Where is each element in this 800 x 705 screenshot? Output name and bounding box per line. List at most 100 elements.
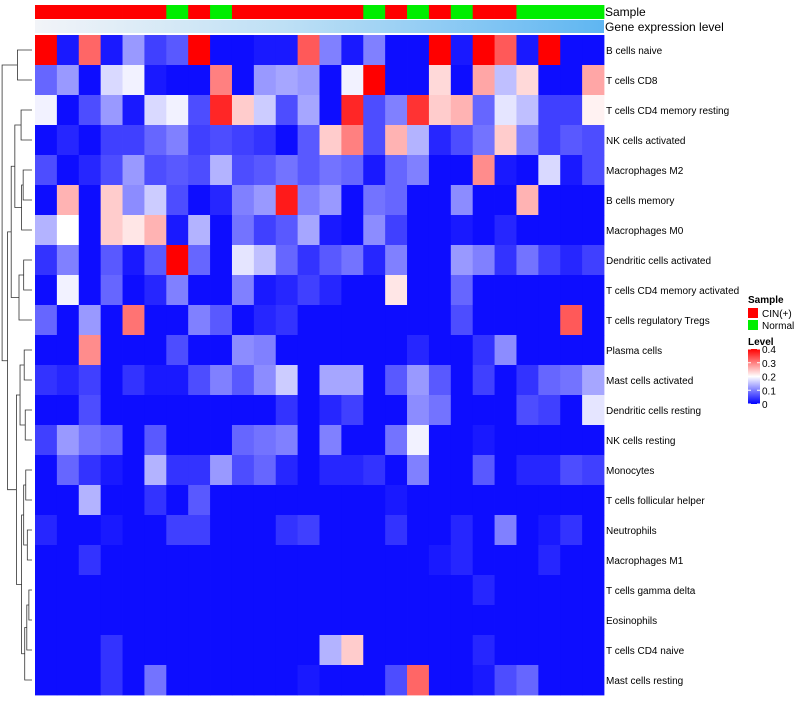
heatmap-cell — [122, 185, 145, 216]
heatmap-cell — [253, 425, 277, 456]
sample-annotation-cell — [582, 5, 605, 19]
heatmap-cell — [188, 305, 211, 336]
heatmap-cell — [560, 365, 583, 396]
heatmap-cell — [450, 395, 474, 426]
heatmap-cell — [385, 605, 408, 636]
heatmap-cell — [78, 95, 102, 126]
heatmap-cell — [450, 95, 474, 126]
sample-annotation-cell — [472, 5, 495, 19]
heatmap-cell — [56, 635, 80, 666]
heatmap-cell — [297, 395, 320, 426]
heatmap-cell — [341, 425, 364, 456]
heatmap-cell — [385, 395, 408, 426]
heatmap-cell — [231, 185, 255, 216]
heatmap-cell — [494, 305, 517, 336]
heatmap-cell — [407, 215, 430, 246]
heatmap-cell — [341, 365, 364, 396]
heatmap-cell — [100, 395, 123, 426]
heatmap-cell — [560, 635, 583, 666]
heatmap-cell — [516, 605, 539, 636]
heatmap-cell — [122, 635, 145, 666]
heatmap-cell — [231, 485, 255, 516]
heatmap-cell — [516, 335, 539, 366]
heatmap-cell — [407, 125, 430, 156]
heatmap-cell — [231, 305, 255, 336]
sample-annotation-cell — [319, 5, 342, 19]
heatmap-cell — [319, 335, 342, 366]
heatmap-cell — [35, 545, 58, 576]
sample-annotation-cell — [210, 5, 233, 19]
heatmap-cell — [144, 155, 167, 186]
heatmap-cell — [560, 125, 583, 156]
sample-annotation-cell — [428, 5, 452, 19]
heatmap-cell — [560, 65, 583, 96]
heatmap-cell — [253, 185, 277, 216]
heatmap-cell — [275, 455, 299, 486]
heatmap-cell — [100, 545, 123, 576]
heatmap-cell — [472, 485, 495, 516]
heatmap-cell — [166, 155, 189, 186]
heatmap-cell — [35, 485, 58, 516]
heatmap-cell — [385, 575, 408, 606]
heatmap-cell — [385, 635, 408, 666]
heatmap-cell — [231, 665, 255, 696]
heatmap-cell — [560, 665, 583, 696]
heatmap-cell — [363, 485, 386, 516]
heatmap-cell — [494, 155, 517, 186]
heatmap-cell — [319, 425, 342, 456]
heatmap-cell — [538, 245, 561, 276]
heatmap-cell — [56, 605, 80, 636]
heatmap-cell — [582, 305, 605, 336]
heatmap-cell — [78, 605, 102, 636]
heatmap-cell — [78, 455, 102, 486]
heatmap-cell — [122, 605, 145, 636]
heatmap-cell — [188, 425, 211, 456]
heatmap-cell — [231, 275, 255, 306]
heatmap-cell — [297, 125, 320, 156]
sample-annotation-cell — [297, 5, 320, 19]
heatmap-cell — [231, 365, 255, 396]
heatmap-cell — [472, 215, 495, 246]
heatmap-cell — [428, 425, 452, 456]
heatmap-cell — [428, 485, 452, 516]
heatmap-cell — [166, 245, 189, 276]
heatmap-cell — [35, 95, 58, 126]
heatmap-cell — [122, 335, 145, 366]
heatmap-cell — [210, 125, 233, 156]
heatmap-cell — [538, 395, 561, 426]
heatmap-cell — [231, 515, 255, 546]
heatmap-cell — [341, 95, 364, 126]
heatmap-cell — [582, 545, 605, 576]
heatmap-cell — [275, 215, 299, 246]
row-label: Eosinophils — [606, 616, 657, 627]
heatmap-cell — [166, 665, 189, 696]
heatmap-cell — [582, 65, 605, 96]
heatmap-cell — [253, 125, 277, 156]
heatmap-cell — [100, 455, 123, 486]
heatmap-cell — [582, 155, 605, 186]
heatmap-cell — [407, 455, 430, 486]
heatmap-cell — [144, 245, 167, 276]
heatmap-cell — [210, 605, 233, 636]
heatmap-cell — [407, 185, 430, 216]
heatmap-cell — [407, 335, 430, 366]
sample-annotation-cell — [538, 5, 561, 19]
heatmap-cell — [122, 215, 145, 246]
heatmap-cell — [297, 545, 320, 576]
heatmap-cell — [100, 35, 123, 66]
heatmap-cell — [494, 365, 517, 396]
sample-annotation-cell — [363, 5, 386, 19]
heatmap-cell — [188, 605, 211, 636]
level-tick-label: 0.3 — [762, 359, 776, 370]
heatmap-cell — [363, 65, 386, 96]
heatmap-cell — [516, 95, 539, 126]
row-label: Macrophages M0 — [606, 226, 684, 237]
heatmap-cell — [122, 275, 145, 306]
heatmap-cell — [494, 425, 517, 456]
dendrogram-branch — [24, 627, 32, 681]
heatmap-cell — [35, 215, 58, 246]
row-label: Macrophages M2 — [606, 166, 684, 177]
heatmap-cell — [341, 275, 364, 306]
heatmap-cell — [166, 305, 189, 336]
heatmap-cell — [100, 575, 123, 606]
